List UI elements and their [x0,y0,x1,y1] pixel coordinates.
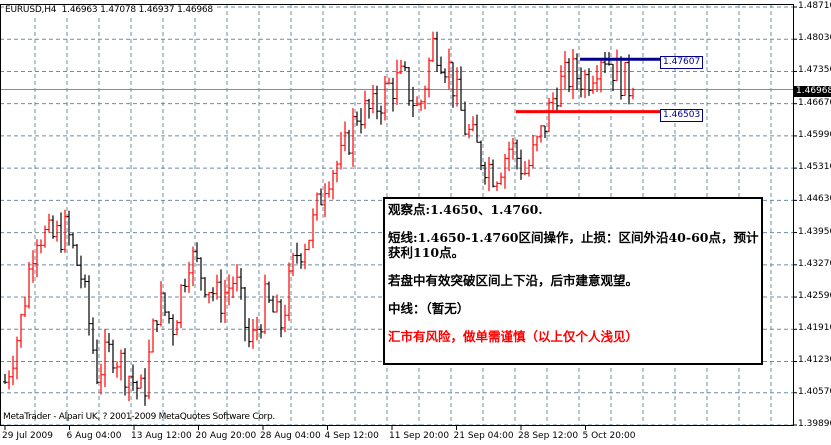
resistance-price-tag: 1.47607 [660,56,704,69]
y-tick-label: 1.41910 [798,323,831,334]
note-risk-warning: 汇市有风险，做单需谨慎（以上仅个人浅见） [388,329,639,344]
y-tick-label: 1.47350 [798,65,831,76]
y-tick-label: 1.45310 [798,162,831,173]
support-price-tag: 1.46503 [660,109,704,122]
x-tick-label: 5 Oct 20:00 [582,431,636,441]
y-tick-label: 1.48030 [798,33,831,44]
symbol-label: EURUSD,H4 [5,5,57,15]
x-tick-label: 28 Sep 12:00 [518,431,579,441]
y-tick-label: 1.44630 [798,194,831,205]
x-tick-label: 28 Aug 04:00 [260,431,321,441]
current-price-tag: 1.46968 [794,86,831,97]
x-tick-label: 20 Aug 20:00 [195,431,257,441]
y-tick-label: 1.41230 [798,355,831,366]
y-tick-label: 1.39890 [798,419,831,429]
open-value: 1.46963 [61,5,98,15]
y-tick-label: 1.45990 [798,129,831,140]
y-tick-label: 1.40570 [798,386,831,397]
x-tick-label: 21 Sep 04:00 [453,431,514,441]
y-tick-label: 1.43270 [798,258,831,269]
analysis-note-box: 观察点:1.4650、1.4760. 短线:1.4650-1.4760区间操作，… [383,197,763,365]
y-tick-label: 1.46670 [798,97,831,108]
note-short-term: 短线:1.4650-1.4760区间操作，止损：区间外沿40-60点，预计获利1… [388,230,759,260]
low-value: 1.46937 [138,5,175,15]
x-tick-label: 4 Sep 12:00 [324,431,379,441]
x-tick-label: 29 Jul 2009 [2,431,53,441]
x-tick-label: 13 Aug 12:00 [131,431,192,441]
note-medium-term: 中线：（暂无） [388,301,470,316]
symbol-ohlc-legend: EURUSD,H4 1.46963 1.47078 1.46937 1.4696… [5,5,215,15]
copyright-text: MetaTrader - Alpari UK, ? 2001-2009 Meta… [3,412,275,422]
note-breakout: 若盘中有效突破区间上下沿，后市建意观望。 [388,273,639,288]
close-value: 1.46968 [177,5,213,15]
y-tick-label: 1.48710 [798,1,831,11]
x-tick-label: 11 Sep 20:00 [389,431,450,441]
x-tick-label: 6 Aug 04:00 [66,431,122,441]
y-tick-label: 1.43950 [798,226,831,237]
y-tick-label: 1.42590 [798,291,831,302]
chart-frame [0,4,794,426]
note-watch-points: 观察点:1.4650、1.4760. [388,202,543,217]
high-value: 1.47078 [100,5,136,15]
